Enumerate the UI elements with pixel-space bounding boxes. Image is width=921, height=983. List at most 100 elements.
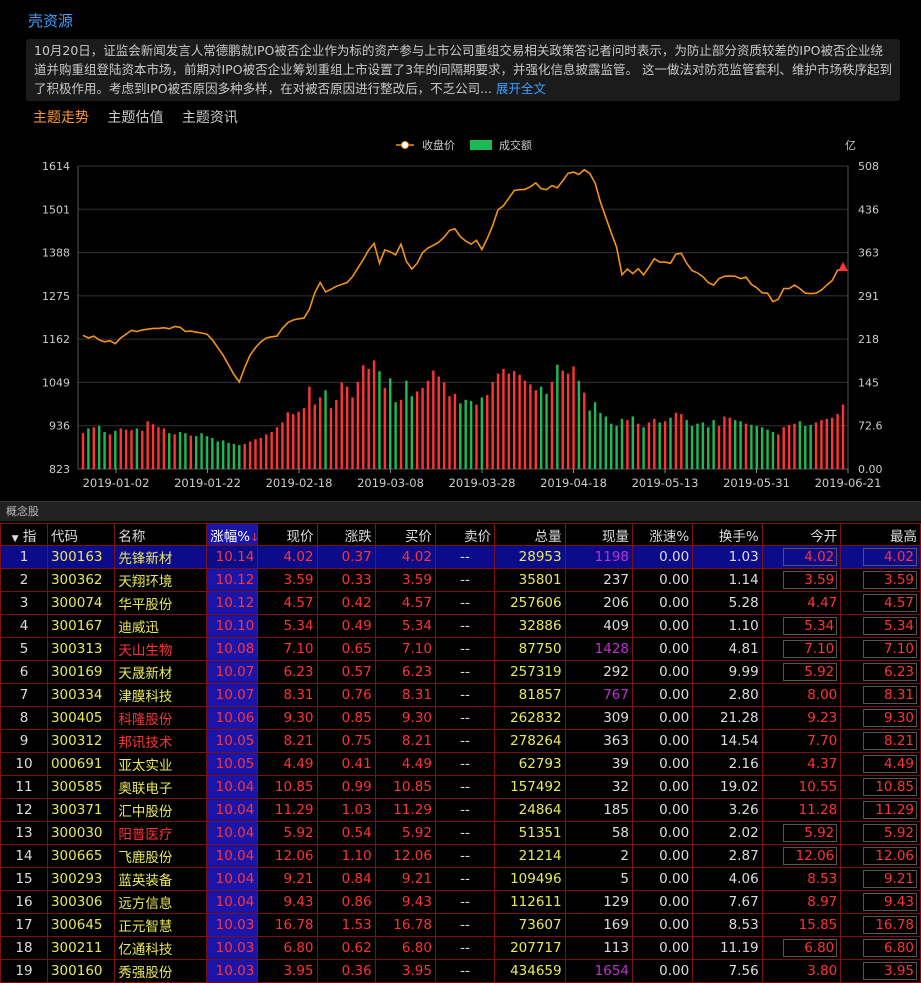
cell-change: 0.33 bbox=[316, 568, 376, 592]
cell-volume: 278264 bbox=[494, 729, 566, 753]
cell-open: 9.23 bbox=[761, 706, 842, 730]
volume-bar bbox=[814, 422, 818, 469]
cell-change-pct: 10.05 bbox=[206, 752, 259, 776]
cell-price: 16.78 bbox=[257, 913, 318, 937]
header-high[interactable]: 最高 bbox=[840, 523, 921, 546]
cell-high: 5.34 bbox=[840, 614, 921, 638]
table-row[interactable]: 14 300665 飞鹿股份 10.04 12.06 1.10 12.06 -- 21214 2 0… bbox=[0, 844, 921, 868]
volume-bar bbox=[523, 380, 527, 469]
table-row[interactable]: 1 300163 先锋新材 10.14 4.02 0.37 4.02 -- 28953 1198 0… bbox=[0, 545, 921, 569]
table-row[interactable]: 18 300211 亿通科技 10.03 6.80 0.62 6.80 -- 207717 113… bbox=[0, 936, 921, 960]
cell-ask: -- bbox=[434, 614, 496, 638]
volume-bar bbox=[351, 397, 354, 469]
header-change[interactable]: 涨跌 bbox=[316, 523, 376, 546]
cell-code: 300362 bbox=[46, 568, 116, 592]
header-volume[interactable]: 总量 bbox=[494, 523, 566, 546]
header-code[interactable]: 代码 bbox=[46, 523, 116, 546]
cell-bid: 3.95 bbox=[374, 959, 436, 983]
cell-change: 0.37 bbox=[316, 545, 376, 569]
cell-volume: 62793 bbox=[494, 752, 566, 776]
legend-volume-label: 成交额 bbox=[499, 138, 532, 152]
header-name[interactable]: 名称 bbox=[114, 523, 208, 546]
cell-bid: 12.06 bbox=[374, 844, 436, 868]
volume-bar bbox=[216, 441, 219, 469]
cell-change: 0.57 bbox=[316, 660, 376, 684]
table-row[interactable]: 17 300645 正元智慧 10.03 16.78 1.53 16.78 -- 73607 16… bbox=[0, 913, 921, 937]
table-row[interactable]: 4 300167 迪威迅 10.10 5.34 0.49 5.34 -- 32886 409 0.0… bbox=[0, 614, 921, 638]
header-index[interactable]: ▼ 指 bbox=[0, 523, 48, 546]
volume-bar bbox=[313, 404, 316, 469]
volume-bar bbox=[760, 427, 764, 469]
cell-high: 9.30 bbox=[840, 706, 921, 730]
header-ask[interactable]: 卖价 bbox=[434, 523, 496, 546]
tab-news[interactable]: 主题资讯 bbox=[181, 110, 238, 126]
cell-speed: 0.00 bbox=[631, 729, 694, 753]
y-right-tick: 508 bbox=[858, 160, 879, 173]
table-row[interactable]: 7 300334 津膜科技 10.07 8.31 0.76 8.31 -- 81857 767 0.… bbox=[0, 683, 921, 707]
cell-name: 天翔环境 bbox=[114, 568, 208, 592]
volume-bar bbox=[636, 423, 640, 469]
cell-price: 12.06 bbox=[257, 844, 318, 868]
tab-valuation[interactable]: 主题估值 bbox=[107, 110, 164, 126]
volume-bar bbox=[135, 428, 139, 469]
theme-trend-chart: 收盘价 成交额 亿 1614 508 1501 436 1388 363 1275 291 1162 2… bbox=[42, 138, 883, 490]
legend-price-label: 收盘价 bbox=[422, 138, 455, 152]
expand-link[interactable]: 展开全文 bbox=[495, 81, 546, 96]
cell-bid: 7.10 bbox=[374, 637, 436, 661]
cell-speed: 0.00 bbox=[631, 844, 694, 868]
table-row[interactable]: 16 300306 远方信息 10.04 9.43 0.86 9.43 -- 112611 129… bbox=[0, 890, 921, 914]
cell-code: 300211 bbox=[46, 936, 116, 960]
volume-bar bbox=[486, 395, 489, 469]
table-row[interactable]: 8 300405 科隆股份 10.06 9.30 0.85 9.30 -- 262832 309 0… bbox=[0, 706, 921, 730]
header-last-volume[interactable]: 现量 bbox=[564, 523, 634, 546]
cell-volume: 262832 bbox=[494, 706, 566, 730]
cell-name: 飞鹿股份 bbox=[114, 844, 208, 868]
table-row[interactable]: 10 000691 亚太实业 10.05 4.49 0.41 4.49 -- 62793 39 0.… bbox=[0, 752, 921, 776]
cell-index: 12 bbox=[0, 798, 48, 822]
cell-volume: 35801 bbox=[494, 568, 566, 592]
table-row[interactable]: 9 300312 邦讯技术 10.05 8.21 0.75 8.21 -- 278264 363 0… bbox=[0, 729, 921, 753]
tab-trend[interactable]: 主题走势 bbox=[33, 110, 89, 126]
table-row[interactable]: 3 300074 华平股份 10.12 4.57 0.42 4.57 -- 257606 206 0… bbox=[0, 591, 921, 615]
table-row[interactable]: 11 300585 奥联电子 10.04 10.85 0.99 10.85 -- 157492 3… bbox=[0, 775, 921, 799]
volume-bar bbox=[265, 434, 268, 469]
table-row[interactable]: 2 300362 天翔环境 10.12 3.59 0.33 3.59 -- 35801 237 0.… bbox=[0, 568, 921, 592]
volume-bar bbox=[685, 420, 688, 469]
cell-bid: 6.23 bbox=[374, 660, 436, 684]
volume-bar bbox=[389, 378, 392, 469]
cell-open: 11.28 bbox=[761, 798, 842, 822]
volume-bar bbox=[168, 433, 171, 469]
cell-high: 4.49 bbox=[840, 752, 921, 776]
cell-high: 6.80 bbox=[840, 936, 921, 960]
cell-price: 11.29 bbox=[257, 798, 318, 822]
header-bid[interactable]: 买价 bbox=[374, 523, 436, 546]
cell-change-pct: 10.12 bbox=[206, 568, 259, 592]
cell-ask: -- bbox=[434, 844, 496, 868]
cell-last-volume: 185 bbox=[564, 798, 634, 822]
cell-last-volume: 1198 bbox=[564, 545, 634, 569]
header-price[interactable]: 现价 bbox=[257, 523, 318, 546]
header-change-pct[interactable]: 涨幅%↓ bbox=[206, 523, 259, 546]
volume-bar bbox=[804, 426, 807, 469]
table-row[interactable]: 6 300169 天晟新材 10.07 6.23 0.57 6.23 -- 257319 292 0… bbox=[0, 660, 921, 684]
volume-bar bbox=[162, 428, 166, 469]
volume-bar bbox=[556, 364, 559, 469]
table-row[interactable]: 12 300371 汇中股份 10.04 11.29 1.03 11.29 -- 24864 18… bbox=[0, 798, 921, 822]
volume-bar bbox=[507, 373, 511, 469]
table-row[interactable]: 5 300313 天山生物 10.08 7.10 0.65 7.10 -- 87750 1428 0… bbox=[0, 637, 921, 661]
table-row[interactable]: 13 300030 阳普医疗 10.04 5.92 0.54 5.92 -- 51351 58 0.… bbox=[0, 821, 921, 845]
volume-bar bbox=[723, 416, 726, 469]
header-speed[interactable]: 涨速% bbox=[631, 523, 694, 546]
volume-bar bbox=[275, 427, 279, 469]
table-row[interactable]: 19 300160 秀强股份 10.03 3.95 0.36 3.95 -- 434659 165… bbox=[0, 959, 921, 983]
cell-turnover: 4.81 bbox=[692, 637, 763, 661]
table-row[interactable]: 15 300293 蓝英装备 10.04 9.21 0.84 9.21 -- 109496 5 0.… bbox=[0, 867, 921, 891]
header-turnover[interactable]: 换手% bbox=[692, 523, 763, 546]
cell-bid: 3.59 bbox=[374, 568, 436, 592]
volume-bar bbox=[410, 396, 414, 469]
volume-bar bbox=[87, 428, 90, 469]
volume-bar bbox=[114, 430, 117, 469]
header-open[interactable]: 今开 bbox=[761, 523, 842, 546]
cell-turnover: 4.06 bbox=[692, 867, 763, 891]
